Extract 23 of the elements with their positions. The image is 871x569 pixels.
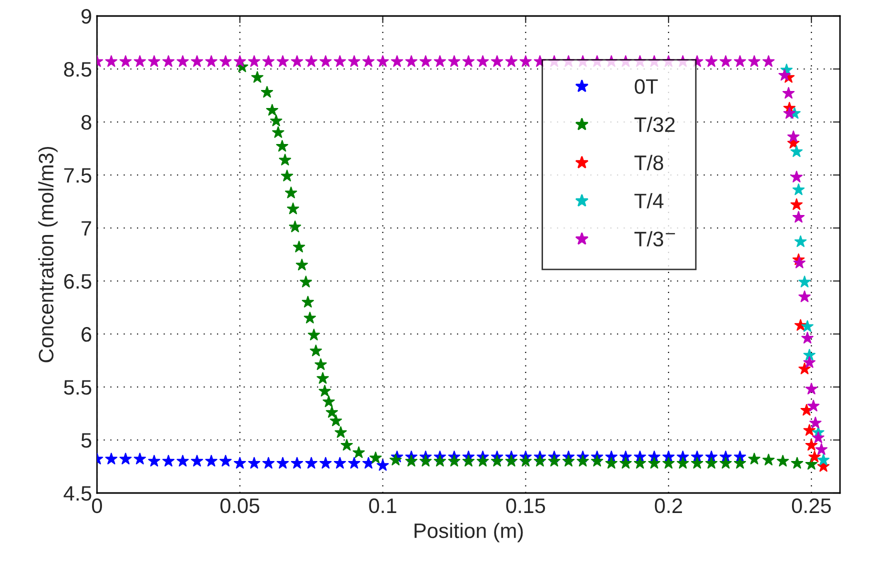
legend-label: T/8	[634, 154, 664, 170]
y-tick-label: 5.5	[64, 380, 92, 395]
legend-label: T/4	[634, 193, 664, 208]
x-tick-label: 0.15	[506, 498, 546, 514]
x-tick-label: 0.2	[654, 498, 682, 514]
legend-label: T/32	[634, 116, 675, 132]
y-tick-label: 4.5	[64, 486, 92, 501]
x-tick-label: 0.25	[792, 498, 831, 514]
y-tick-label: 6	[82, 327, 92, 342]
x-tick-label: 0.05	[220, 498, 260, 514]
y-tick-label: 7	[82, 221, 92, 236]
x-tick-label: 0	[92, 498, 102, 514]
x-axis-title: Position (m)	[414, 522, 523, 542]
y-tick-label: 8.5	[64, 62, 92, 77]
legend-label: 0T	[634, 79, 658, 94]
y-axis-title: Concentration (mol/m3)	[38, 146, 58, 362]
y-tick-label: 9	[82, 9, 92, 24]
legend-label: T/3$^{−}$	[634, 231, 675, 246]
y-tick-label: 7.5	[64, 168, 92, 183]
y-tick-label: 8	[81, 115, 92, 130]
x-tick-label: 0.1	[369, 498, 396, 514]
y-tick-label: 5	[81, 433, 92, 448]
y-tick-label: 6.5	[64, 274, 92, 289]
